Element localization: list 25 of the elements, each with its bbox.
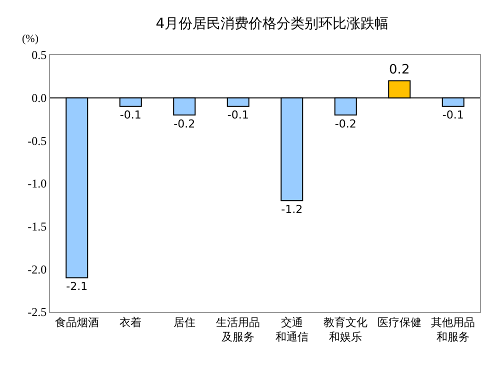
x-tick-label: 食品烟酒 — [54, 316, 99, 330]
y-tick-label: 0.0 — [32, 91, 47, 106]
data-label: -2.1 — [66, 280, 88, 294]
data-label: -0.2 — [174, 117, 196, 130]
x-tick-label: 生活用品及服务 — [216, 316, 260, 344]
y-axis-title: (%) — [22, 33, 39, 45]
x-tick-label: 教育文化和娱乐 — [324, 316, 368, 344]
y-tick-label: -0.5 — [28, 134, 47, 148]
x-tick-label: 居住 — [173, 316, 196, 330]
y-tick-label: -1.0 — [28, 176, 47, 191]
y-tick-label: -1.5 — [28, 220, 47, 234]
data-label: -0.2 — [334, 117, 356, 130]
x-tick-label: 医疗保健 — [377, 316, 422, 330]
chart-title: 4月份居民消费价格分类别环比涨跌幅 — [156, 16, 389, 32]
data-label: 0.2 — [389, 62, 410, 78]
x-tick-label: 衣着 — [120, 316, 142, 330]
x-tick-label: 交通和通信 — [275, 316, 308, 344]
y-tick-label: -2.0 — [28, 262, 47, 276]
data-label: -0.1 — [442, 108, 464, 122]
y-tick-label: -2.5 — [28, 305, 47, 320]
data-label: -0.1 — [120, 108, 142, 122]
x-tick-label: 其他用品和服务 — [431, 316, 476, 344]
data-label: -0.1 — [227, 108, 249, 122]
y-tick-label: 0.5 — [32, 48, 47, 62]
data-label: -1.2 — [281, 202, 303, 216]
